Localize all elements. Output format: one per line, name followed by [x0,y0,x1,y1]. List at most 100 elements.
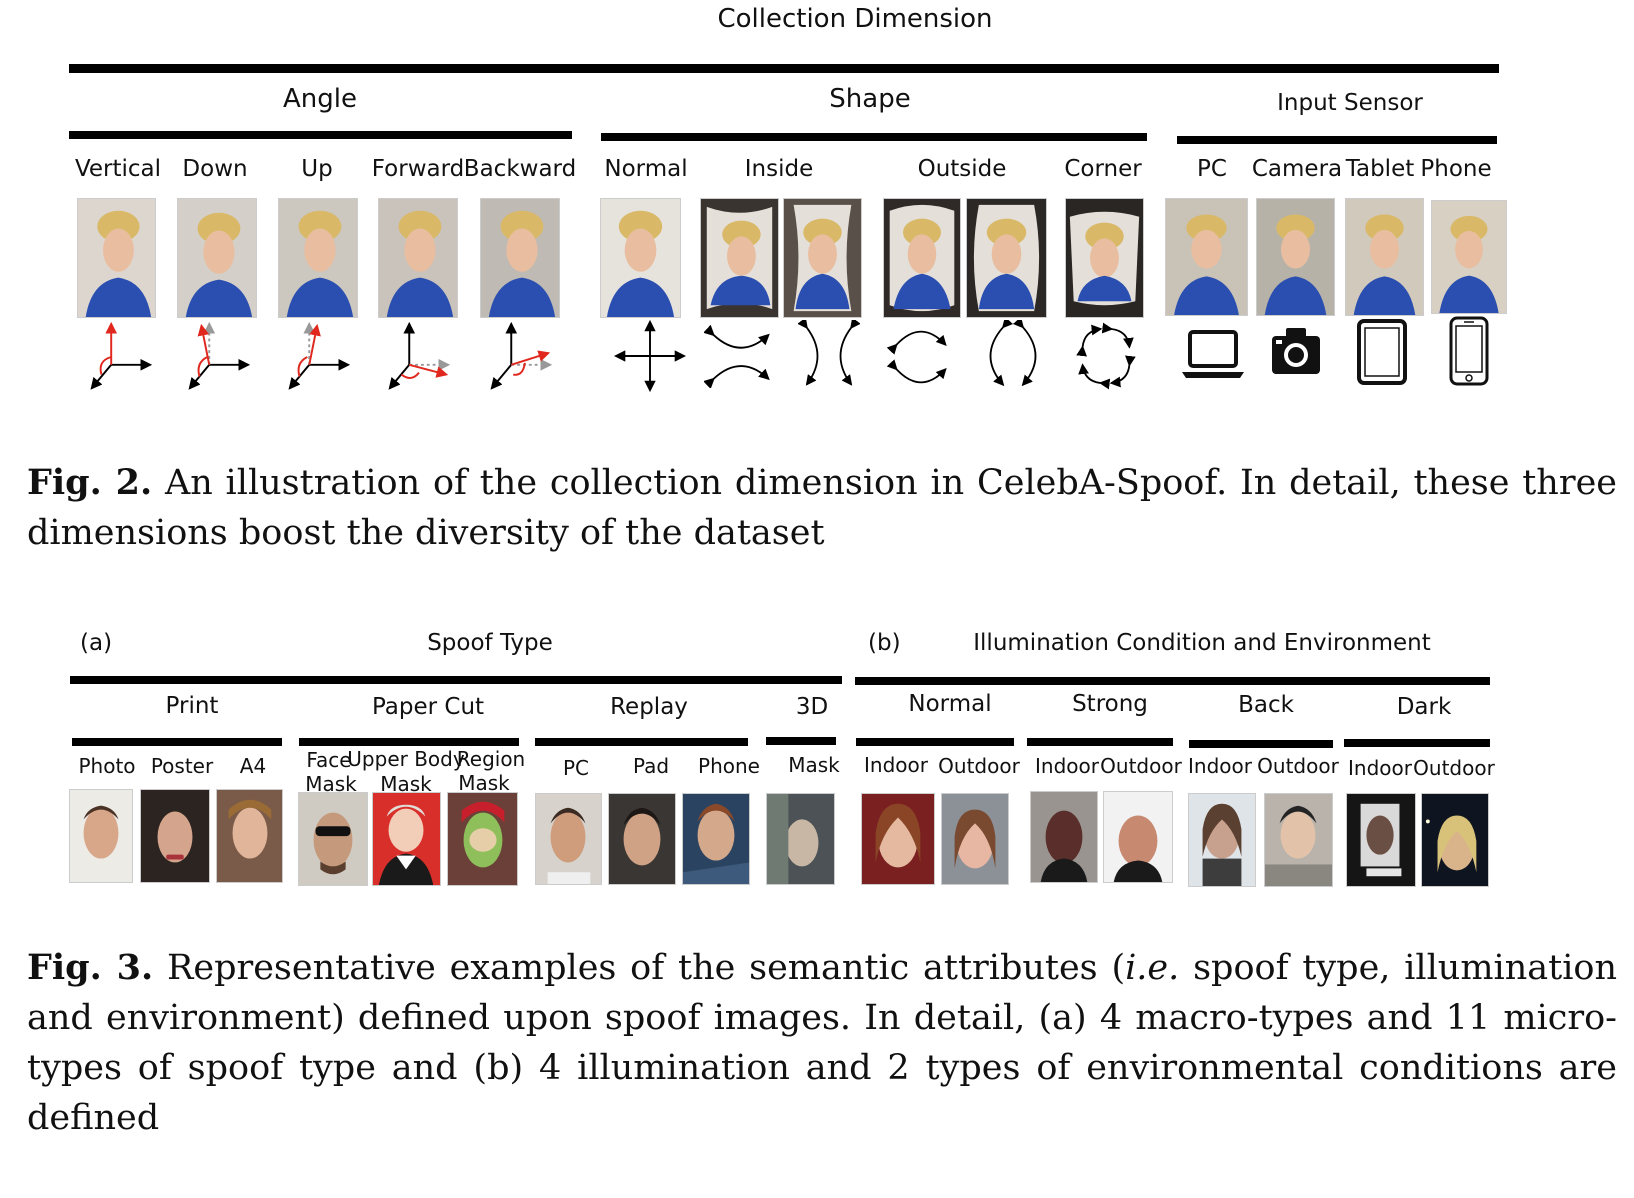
replay-rule [535,738,748,746]
env-normal-indoor: Indoor [864,753,928,777]
sub-label-mask: Mask [788,753,840,777]
fig2-caption: Fig. 2. An illustration of the collectio… [27,458,1617,558]
thumb-replay-pad [608,793,676,885]
cross-arrows-icon [612,318,688,394]
photo-phone [1431,200,1507,314]
outside-bend-vertical-icon [980,320,1046,392]
sub-label-upper-body-2: Mask [380,772,432,796]
col-label-normal: Normal [604,156,688,182]
dark-rule [1344,739,1490,747]
sensor-rule [1177,136,1497,144]
3d-rule [766,737,836,745]
photo-inside-2 [783,198,862,318]
spoof-group-print: Print [165,693,219,719]
shape-rule [601,133,1147,141]
fig2-caption-text: An illustration of the collection dimens… [27,463,1617,553]
fig3-caption-label: Fig. 3. [27,947,154,988]
spoof-group-replay: Replay [610,694,688,720]
illum-group-strong: Strong [1072,691,1148,717]
group-input-sensor: Input Sensor [1277,90,1423,116]
thumb-normal-indoor [861,793,935,885]
thumb-photo [69,789,133,883]
thumb-dark-indoor [1346,793,1416,887]
illum-group-back: Back [1238,692,1294,718]
photo-inside-1 [700,198,779,318]
thumb-a4 [216,789,283,883]
photo-normal [600,198,681,318]
thumb-strong-indoor [1030,791,1098,883]
sub-label-upper-body-1: Upper Body [347,747,465,771]
fig3-caption: Fig. 3. Representative examples of the s… [27,943,1617,1143]
photo-camera [1256,198,1335,316]
col-label-backward: Backward [463,156,577,182]
photo-outside-1 [883,198,961,318]
panel-b-tag: (b) [868,630,901,656]
photo-corner [1065,198,1144,318]
thumb-replay-pc [535,793,602,885]
back-rule [1189,740,1333,748]
thumb-strong-outdoor [1103,791,1173,883]
sub-label-photo: Photo [78,754,136,778]
col-label-outside: Outside [917,156,1007,182]
illum-group-dark: Dark [1396,694,1452,720]
tablet-icon [1356,318,1408,386]
thumb-face-mask [298,792,368,886]
env-strong-outdoor: Outdoor [1100,754,1182,778]
axes-up-icon [280,318,358,396]
corner-bend-icon [1070,320,1142,392]
fig2-caption-label: Fig. 2. [27,462,153,503]
photo-vertical [77,198,156,318]
sub-label-a4: A4 [239,754,267,778]
env-back-outdoor: Outdoor [1257,754,1339,778]
fig3-caption-italic: i.e. [1125,948,1180,988]
photo-pc [1165,198,1248,316]
print-rule [72,738,282,746]
phone-icon [1449,316,1489,386]
group-shape: Shape [829,84,911,114]
group-angle: Angle [283,84,357,114]
env-back-indoor: Indoor [1188,754,1252,778]
thumb-upper-body-mask [372,792,441,886]
col-label-up: Up [301,156,333,182]
sub-label-phone: Phone [698,754,760,778]
normal-rule [856,738,1014,746]
env-dark-outdoor: Outdoor [1413,756,1495,780]
outside-bend-horizontal-icon [886,322,956,392]
panel-a-title: Spoof Type [427,630,553,656]
col-label-pc: PC [1197,156,1227,182]
thumb-back-outdoor [1264,793,1333,887]
env-strong-indoor: Indoor [1035,754,1099,778]
col-label-tablet: Tablet [1345,156,1415,182]
sub-label-pc: PC [562,756,590,780]
photo-tablet [1345,198,1424,316]
paper-cut-rule [299,738,519,746]
camera-icon [1270,326,1322,376]
illum-group-normal: Normal [908,691,992,717]
thumb-back-indoor [1188,793,1256,887]
axes-down-icon [180,318,258,396]
col-label-corner: Corner [1064,156,1142,182]
inside-bend-horizontal-icon [704,324,778,388]
env-normal-outdoor: Outdoor [938,754,1020,778]
spoof-group-paper-cut: Paper Cut [371,694,485,720]
thumb-3d-mask [766,793,835,885]
photo-backward [480,198,560,318]
col-label-down: Down [182,156,248,182]
spoof-top-rule [70,676,842,684]
illum-top-rule [855,677,1490,685]
thumb-poster [140,789,210,883]
axes-vertical-icon [80,318,158,396]
col-label-camera: Camera [1251,156,1343,182]
photo-down [177,198,257,318]
fig2-title: Collection Dimension [717,4,993,34]
photo-up [278,198,358,318]
fig2-top-rule [69,64,1499,73]
sub-label-poster: Poster [150,754,214,778]
panel-b-title: Illumination Condition and Environment [973,630,1431,656]
spoof-group-3d: 3D [795,694,829,720]
col-label-inside: Inside [744,156,814,182]
thumb-region-mask [447,792,518,886]
laptop-icon [1180,328,1246,380]
col-label-forward: Forward [371,156,465,182]
inside-bend-vertical-icon [798,320,860,392]
